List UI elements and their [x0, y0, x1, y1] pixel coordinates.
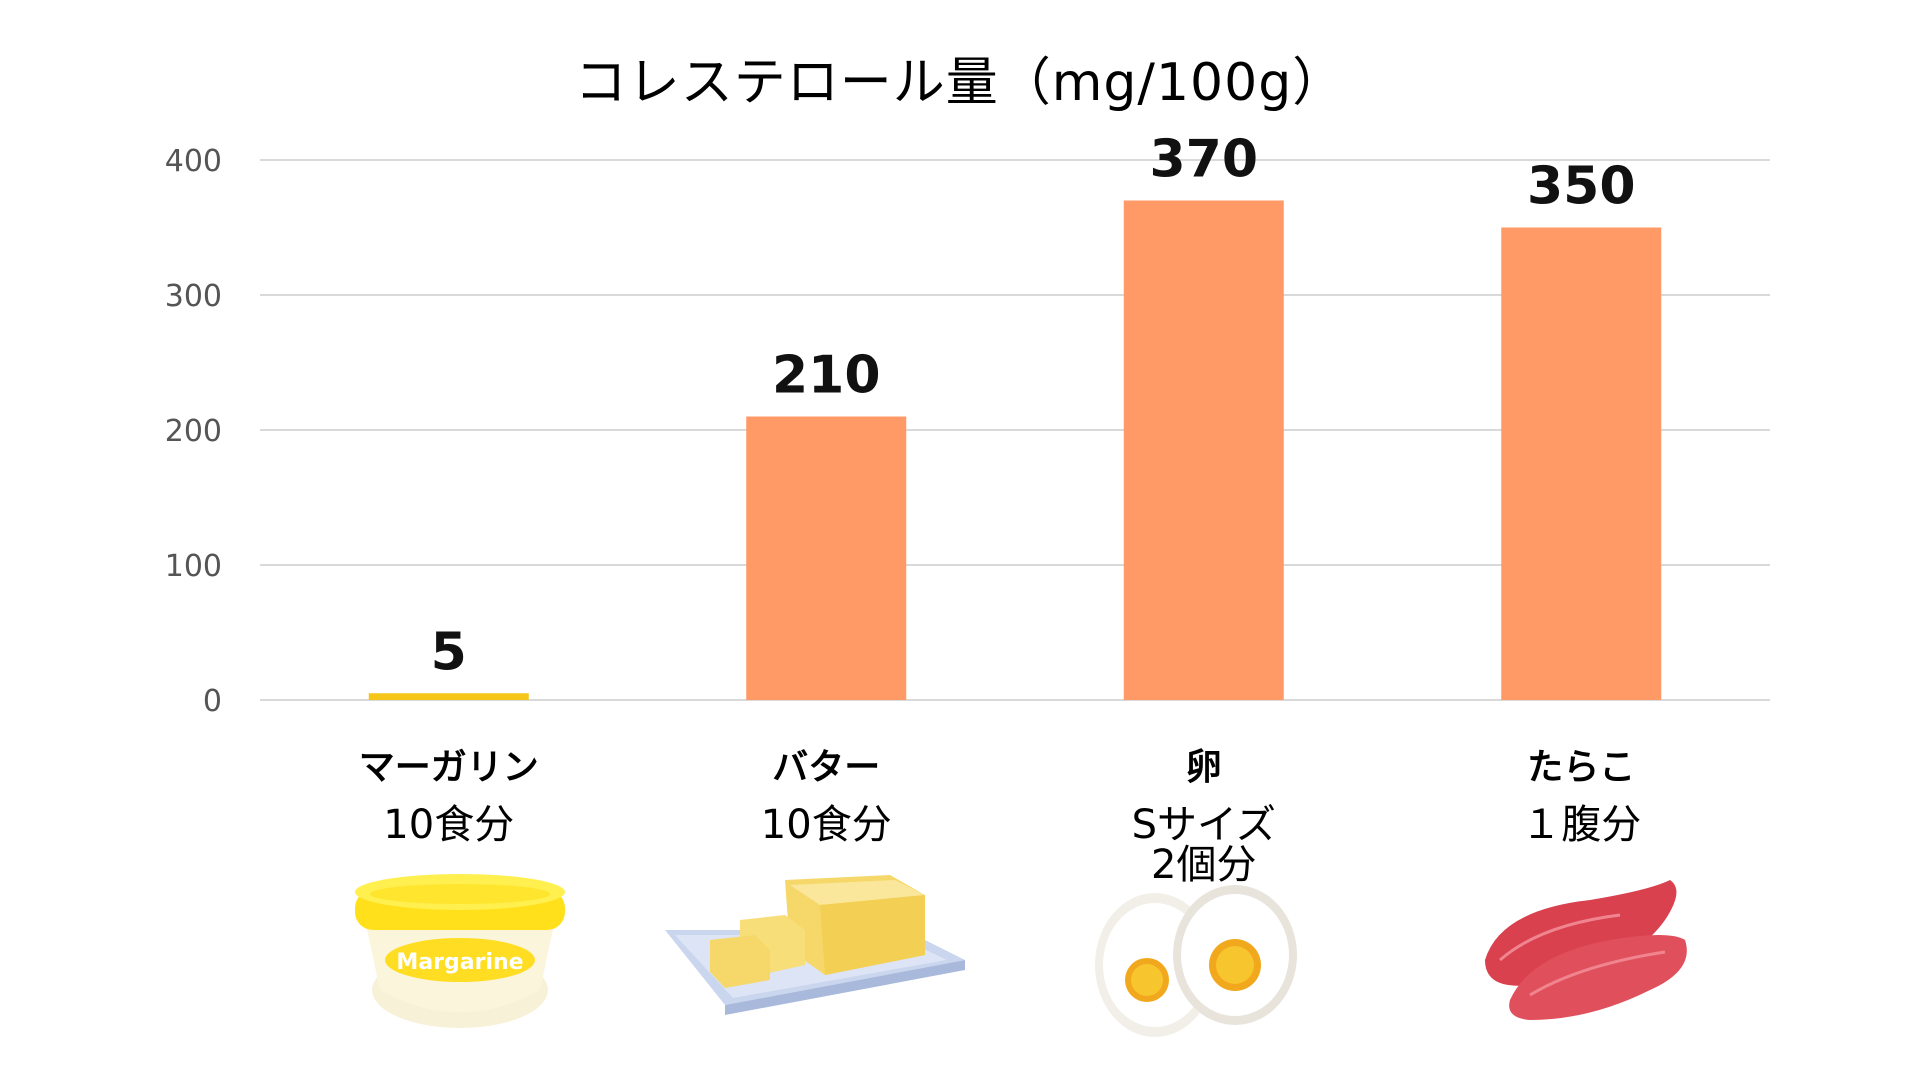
data-label-2: 370: [1149, 130, 1258, 190]
data-label-1: 210: [772, 346, 881, 406]
margarine-label: Margarine: [396, 950, 523, 975]
boiled-egg-icon: [1095, 885, 1297, 1037]
category-note-margarine: 10食分: [383, 802, 515, 848]
category-note-butter: 10食分: [760, 802, 892, 848]
data-label-0: 5: [431, 622, 467, 682]
tarako-icon: [1485, 880, 1687, 1020]
chart-title: コレステロール量（mg/100g）: [574, 53, 1346, 113]
category-label-egg: 卵: [1185, 747, 1222, 788]
bar-0: [368, 693, 529, 700]
category-note-tarako: １腹分: [1521, 802, 1642, 848]
bar-1: [746, 416, 907, 700]
bar-3: [1501, 227, 1662, 700]
butter-icon: [665, 875, 965, 1015]
y-tick-label-400: 400: [165, 144, 222, 179]
y-tick-label-0: 0: [203, 684, 222, 719]
y-tick-label-200: 200: [165, 414, 222, 449]
category-label-butter: バター: [772, 747, 881, 788]
category-label-margarine: マーガリン: [358, 747, 539, 788]
data-label-3: 350: [1527, 157, 1636, 217]
category-label-tarako: たらこ: [1527, 747, 1636, 788]
category-note-egg: Sサイズ 2個分: [1131, 802, 1276, 888]
bar-2: [1123, 200, 1284, 700]
y-tick-label-100: 100: [165, 549, 222, 584]
y-tick-label-300: 300: [165, 279, 222, 314]
margarine-tub-icon: Margarine: [355, 874, 565, 1028]
